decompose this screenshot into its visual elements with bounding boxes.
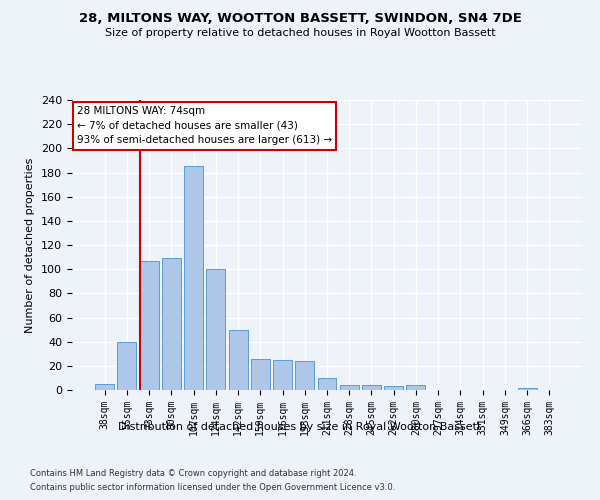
Y-axis label: Number of detached properties: Number of detached properties: [25, 158, 35, 332]
Bar: [518, 388, 536, 390]
Bar: [295, 361, 314, 390]
Bar: [406, 385, 425, 390]
Text: 28 MILTONS WAY: 74sqm
← 7% of detached houses are smaller (43)
93% of semi-detac: 28 MILTONS WAY: 74sqm ← 7% of detached h…: [77, 106, 332, 146]
Bar: [229, 330, 248, 390]
Bar: [118, 342, 136, 390]
Bar: [140, 260, 158, 390]
Bar: [95, 384, 114, 390]
Text: 28, MILTONS WAY, WOOTTON BASSETT, SWINDON, SN4 7DE: 28, MILTONS WAY, WOOTTON BASSETT, SWINDO…: [79, 12, 521, 26]
Bar: [251, 358, 270, 390]
Text: Size of property relative to detached houses in Royal Wootton Bassett: Size of property relative to detached ho…: [104, 28, 496, 38]
Bar: [184, 166, 203, 390]
Bar: [206, 269, 225, 390]
Bar: [362, 385, 381, 390]
Bar: [384, 386, 403, 390]
Text: Distribution of detached houses by size in Royal Wootton Bassett: Distribution of detached houses by size …: [118, 422, 482, 432]
Bar: [317, 378, 337, 390]
Bar: [162, 258, 181, 390]
Text: Contains public sector information licensed under the Open Government Licence v3: Contains public sector information licen…: [30, 484, 395, 492]
Bar: [273, 360, 292, 390]
Text: Contains HM Land Registry data © Crown copyright and database right 2024.: Contains HM Land Registry data © Crown c…: [30, 468, 356, 477]
Bar: [340, 385, 359, 390]
